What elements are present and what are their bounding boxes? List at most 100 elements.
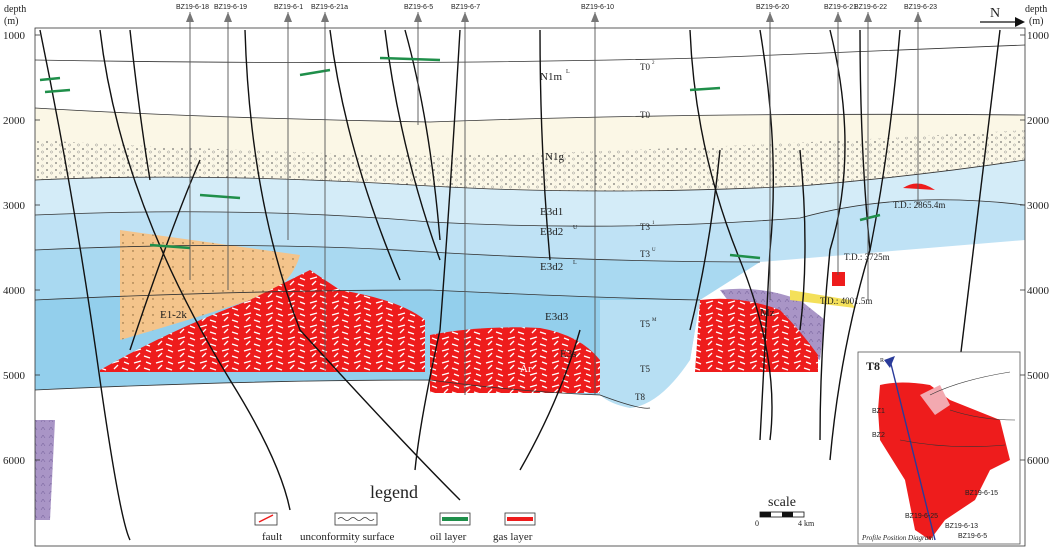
well-label: BZ19-6-19 [214, 4, 247, 11]
left-axis-title: depth [4, 4, 26, 15]
label-n1m: N1m [540, 71, 562, 83]
e3d1-layer [35, 160, 1025, 227]
right-tick-label: 4000 [1027, 285, 1050, 297]
right-tick-label: 6000 [1027, 455, 1050, 467]
scale-title: scale [768, 495, 796, 510]
well-derrick-icon [186, 12, 194, 22]
well-label: BZ19-6-1 [274, 4, 303, 11]
inset-well: BZ19-6-15 [965, 490, 998, 497]
horizon-t8: T8 [635, 392, 645, 402]
inset-map: T8 R Profile Position Diagram BZ19-6-25 … [857, 351, 1021, 545]
gas-small [832, 272, 845, 286]
well-label: BZ19-6-7 [451, 4, 480, 11]
well-label: BZ19-6-18 [176, 4, 209, 11]
label-e3d2u: E3d2 [540, 226, 563, 238]
well-derrick-icon [591, 12, 599, 22]
gas-cap [903, 183, 935, 190]
left-tick-label: 6000 [3, 455, 26, 467]
n1m-layer [35, 28, 1025, 122]
well-label: BZ19-6-21a [311, 4, 348, 11]
well-label: BZ19-6-21 [824, 4, 857, 11]
right-axis-unit: (m) [1029, 16, 1043, 27]
inset-horizon-sup: R [880, 358, 884, 364]
inset-caption: Profile Position Diagram [861, 534, 933, 542]
horizon-t3-1: T3 [640, 222, 650, 232]
well-derrick-icon [864, 12, 872, 22]
td-labels: T.D.: 2865.4m T.D.: 3725m T.D.: 4001.5m [820, 200, 945, 306]
wells-layer: BZ19-6-18 BZ19-6-19 BZ19-6-1 BZ19-6-21a BZ19… [176, 4, 937, 395]
well-derrick-icon [834, 12, 842, 22]
well-derrick-icon [284, 12, 292, 22]
well-derrick-icon [224, 12, 232, 22]
horizon-t3-u: T3 [640, 249, 650, 259]
td-label-2: T.D.: 3725m [844, 252, 890, 262]
inset-well: BZ19-6-13 [945, 523, 978, 530]
north-label: N [990, 6, 1000, 21]
legend-unconformity-label: unconformity surface [300, 531, 394, 543]
left-tick-label: 1000 [3, 30, 26, 42]
right-tick-label: 2000 [1027, 115, 1050, 127]
label-e3d2u-sup: U [573, 225, 578, 231]
horizon-labels: T0 2 T0 T3 1 T3 U T5 M T5 T8 [635, 61, 657, 402]
trough-fill [600, 300, 700, 408]
n1g-dots [35, 130, 1025, 191]
gas-block-2 [430, 327, 600, 393]
formation-labels: N1m L N1g E3d1 E3d2 U E3d2 L E3d3 E3s E1… [160, 69, 775, 375]
well-derrick-icon [766, 12, 774, 22]
label-e3s: E3s [560, 348, 577, 360]
legend-gas-label: gas layer [493, 531, 533, 543]
well-label: BZ19-6-10 [581, 4, 614, 11]
well-label: BZ19-6-5 [404, 4, 433, 11]
left-tick-label: 5000 [3, 370, 26, 382]
scale-left: 0 [755, 519, 759, 528]
inset-horizon: T8 [866, 359, 880, 373]
label-e3d1: E3d1 [540, 206, 563, 218]
well-label: BZ19-6-23 [904, 4, 937, 11]
horizon-t0: T0 [640, 110, 650, 120]
oil-layers [39, 56, 881, 260]
label-e12k: E1-2k [160, 309, 187, 321]
inset-well: BZ2 [872, 432, 885, 439]
label-n1m-sup: L [566, 69, 570, 75]
scale-bar: scale 0 4 km [755, 495, 815, 528]
yellow-sand [790, 290, 855, 308]
right-tick-label: 5000 [1027, 370, 1050, 382]
horizon-t0-2: T0 [640, 62, 650, 72]
left-tick-label: 4000 [3, 285, 26, 297]
mz-left-layer [35, 420, 55, 520]
left-tick-label: 3000 [3, 200, 26, 212]
legend-fault-label: fault [262, 531, 282, 543]
legend-oil-label: oil layer [430, 531, 467, 543]
legend-fault: fault [254, 512, 282, 543]
label-e3d2l: E3d2 [540, 261, 563, 273]
left-axis-unit: (m) [4, 16, 18, 27]
inset-well: BZ19-6-5 [958, 533, 987, 540]
label-e3d3: E3d3 [545, 311, 569, 323]
plot-frame [34, 27, 1026, 547]
well-label: BZ19-6-22 [854, 4, 887, 11]
scale-right: 4 km [798, 519, 815, 528]
well-derrick-icon [414, 12, 422, 22]
label-mz: Mz [760, 307, 775, 319]
horizon-t3-1-sup: 1 [652, 221, 655, 226]
horizon-t5: T5 [640, 364, 650, 374]
well-derrick-icon [914, 12, 922, 22]
label-e3d2l-sup: L [573, 260, 577, 266]
strata-group [35, 28, 1025, 520]
legend-oil: oil layer [430, 512, 471, 543]
right-axis-title: depth [1025, 4, 1047, 15]
legend-title: legend [370, 482, 418, 502]
label-ar: Ar [520, 363, 532, 375]
gas-block-1 [100, 270, 425, 372]
e3d2u-layer [35, 199, 1025, 262]
horizon-t0-2-sup: 2 [652, 61, 655, 66]
right-tick-label: 3000 [1027, 200, 1050, 212]
inset-well: BZ1 [872, 408, 885, 415]
well-derrick-icon [321, 12, 329, 22]
inset-well-labels: BZ19-6-25 BZ19-6-13 BZ19-6-15 BZ19-6-5 B… [872, 408, 998, 540]
legend: legend fault unconformity surface oil la… [254, 482, 536, 543]
td-label-1: T.D.: 2865.4m [893, 200, 945, 210]
